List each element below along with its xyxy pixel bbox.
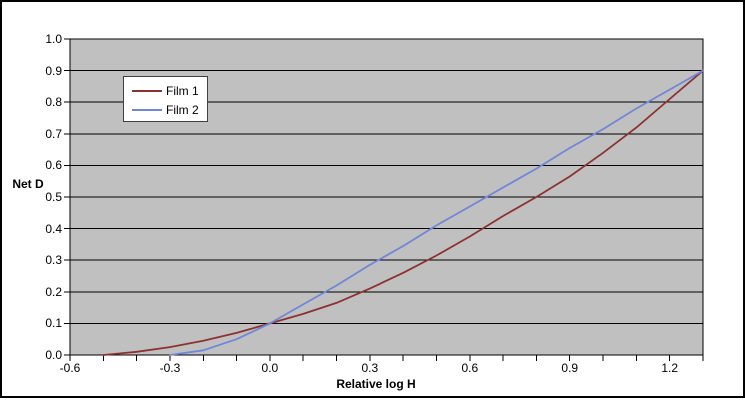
x-tick-label: 0.3	[361, 361, 379, 375]
y-tick-label: 0.2	[45, 284, 62, 299]
legend-label-film-1: Film 1	[166, 83, 199, 98]
y-tick-label: 0.3	[45, 253, 62, 268]
x-tick-label: 0.6	[461, 361, 479, 375]
x-tick-label: -0.3	[159, 361, 181, 375]
legend: Film 1 Film 2	[123, 76, 208, 122]
y-tick-label: 0.1	[45, 316, 62, 331]
film-2-line-swatch	[132, 108, 162, 111]
x-tick-label: 0.9	[561, 361, 579, 375]
y-tick-label: 0.9	[45, 63, 62, 78]
x-tick-label: 1.2	[661, 361, 679, 375]
y-tick-label: 0.5	[45, 190, 62, 204]
legend-label-film-2: Film 2	[166, 102, 199, 117]
y-tick-label: 1.0	[45, 32, 62, 46]
y-tick-label: 0.4	[45, 221, 62, 236]
film-1-line-swatch	[132, 89, 162, 92]
y-tick-label: 0.7	[45, 126, 62, 141]
x-tick-label: -0.6	[59, 361, 81, 375]
x-axis-title: Relative log H	[336, 377, 416, 391]
y-axis-title: Net D	[12, 177, 44, 191]
y-tick-label: 0.6	[45, 158, 62, 173]
x-tick-label: 0.0	[261, 361, 279, 375]
legend-item-film-1: Film 1	[132, 81, 207, 100]
y-tick-label: 0.0	[45, 348, 62, 362]
plot-area	[64, 38, 704, 361]
legend-item-film-2: Film 2	[132, 100, 207, 119]
y-tick-label: 0.8	[45, 95, 62, 110]
